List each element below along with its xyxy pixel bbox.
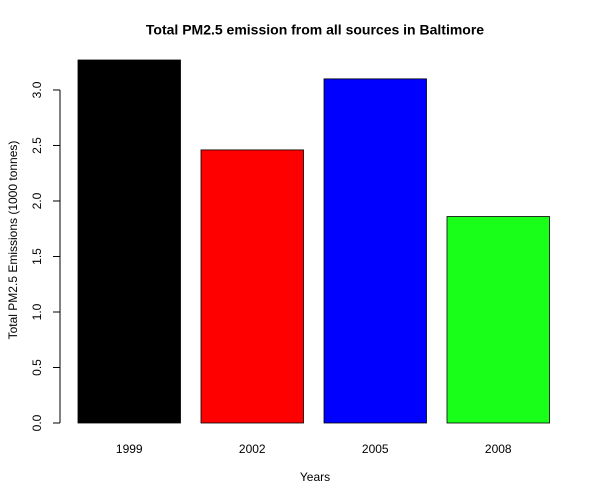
bar: [446, 216, 550, 424]
x-tick-label: 2008: [485, 442, 512, 456]
bar: [77, 59, 181, 424]
y-tick-label: 1.0: [30, 303, 44, 320]
y-tick-label: 3.0: [30, 81, 44, 98]
bar: [200, 149, 304, 424]
x-tick-label: 2002: [239, 442, 266, 456]
y-tick-label: 0.5: [30, 359, 44, 376]
y-tick-label: 1.5: [30, 248, 44, 265]
y-axis-label: Total PM2.5 Emissions (1000 tonnes): [6, 141, 20, 340]
y-tick-label: 2.0: [30, 192, 44, 209]
x-tick-label: 1999: [116, 442, 143, 456]
x-tick-label: 2005: [362, 442, 389, 456]
bar: [323, 78, 427, 424]
y-tick-label: 0.0: [30, 414, 44, 431]
y-tick-label: 2.5: [30, 137, 44, 154]
x-axis-label: Years: [300, 470, 330, 484]
chart-title: Total PM2.5 emission from all sources in…: [146, 22, 484, 38]
